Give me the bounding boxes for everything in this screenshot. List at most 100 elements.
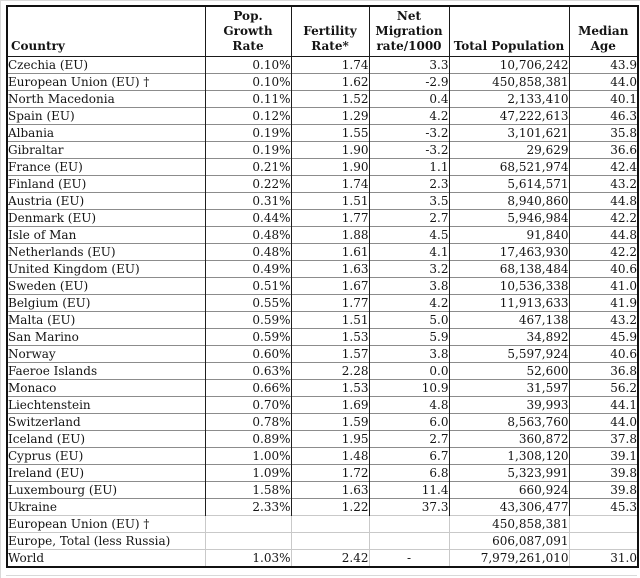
cell-country: Iceland (EU) <box>6 429 206 447</box>
table-row: Austria (EU) 0.31% 1.51 3.5 8,940,860 44… <box>6 191 639 209</box>
cell-median-age: 44.0 <box>568 412 639 430</box>
cell-country: Cyprus (EU) <box>6 446 206 464</box>
cell-net-migration: 37.3 <box>368 497 450 515</box>
cell-net-migration: 6.7 <box>368 446 450 464</box>
cell-total-population: 10,706,242 <box>448 55 570 73</box>
cell-net-migration: 0.0 <box>368 361 450 379</box>
cell-net-migration: 4.5 <box>368 225 450 243</box>
cell-net-migration: 10.9 <box>368 378 450 396</box>
cell-growth-rate: 1.58% <box>204 480 292 498</box>
cell-fertility-rate: 1.55 <box>290 123 370 141</box>
cell-fertility-rate: 1.95 <box>290 429 370 447</box>
table-row: France (EU) 0.21% 1.90 1.1 68,521,974 42… <box>6 157 639 175</box>
cell-total-population: 52,600 <box>448 361 570 379</box>
cell-net-migration: - <box>368 548 449 567</box>
cell-total-population: 467,138 <box>448 310 570 328</box>
cell-total-population: 47,222,613 <box>448 106 570 124</box>
cell-growth-rate: 0.44% <box>204 208 292 226</box>
cell-growth-rate: 0.51% <box>204 276 292 294</box>
table-row: Ukraine 2.33% 1.22 37.3 43,306,477 45.3 <box>6 497 639 515</box>
cell-median-age: 45.3 <box>568 497 639 515</box>
cell-median-age: 56.2 <box>568 378 639 396</box>
cell-net-migration: 3.5 <box>368 191 450 209</box>
table-row: San Marino 0.59% 1.53 5.9 34,892 45.9 <box>6 327 639 345</box>
cell-fertility-rate: 2.42 <box>290 548 369 567</box>
cell-fertility-rate: 1.77 <box>290 208 370 226</box>
cell-median-age: 36.8 <box>568 361 639 379</box>
col-header-country: Country <box>6 5 206 57</box>
cell-median-age: 43.9 <box>568 55 639 73</box>
cell-net-migration: 4.2 <box>368 293 450 311</box>
cell-net-migration: 2.7 <box>368 208 450 226</box>
cell-growth-rate: 0.22% <box>204 174 292 192</box>
cell-growth-rate: 1.03% <box>204 548 291 567</box>
country-rows-section: Czechia (EU) 0.10% 1.74 3.3 10,706,242 4… <box>6 55 639 515</box>
cell-growth-rate: 0.48% <box>204 242 292 260</box>
cell-fertility-rate: 1.59 <box>290 412 370 430</box>
cell-median-age: 35.8 <box>568 123 639 141</box>
cell-net-migration: 2.3 <box>368 174 450 192</box>
cell-median-age: 31.0 <box>568 548 638 567</box>
cell-total-population: 1,308,120 <box>448 446 570 464</box>
cell-total-population: 450,858,381 <box>448 72 570 90</box>
cell-fertility-rate: 1.48 <box>290 446 370 464</box>
cell-fertility-rate: 1.63 <box>290 480 370 498</box>
cell-growth-rate <box>204 514 291 532</box>
population-table: Country Pop. Growth Rate Fertility Rate*… <box>6 5 639 568</box>
cell-median-age: 40.6 <box>568 259 639 277</box>
cell-country: Finland (EU) <box>6 174 206 192</box>
cell-total-population: 68,521,974 <box>448 157 570 175</box>
cell-median-age: 39.8 <box>568 463 639 481</box>
cell-median-age: 42.2 <box>568 208 639 226</box>
cell-total-population: 10,536,338 <box>448 276 570 294</box>
cell-total-population: 2,133,410 <box>448 89 570 107</box>
table-row: European Union (EU) † 0.10% 1.62 -2.9 45… <box>6 72 639 90</box>
cell-median-age: 39.8 <box>568 480 639 498</box>
cell-median-age: 40.6 <box>568 344 639 362</box>
cell-total-population: 660,924 <box>448 480 570 498</box>
cell-median-age: 44.8 <box>568 225 639 243</box>
summary-row: European Union (EU) † 450,858,381 <box>6 514 638 532</box>
table-row: Isle of Man 0.48% 1.88 4.5 91,840 44.8 <box>6 225 639 243</box>
cell-country: Isle of Man <box>6 225 206 243</box>
cell-net-migration: 3.8 <box>368 276 450 294</box>
table-row: Monaco 0.66% 1.53 10.9 31,597 56.2 <box>6 378 639 396</box>
cell-fertility-rate: 1.53 <box>290 378 370 396</box>
cell-net-migration: 4.1 <box>368 242 450 260</box>
cell-median-age <box>568 514 638 532</box>
cell-net-migration <box>368 514 449 532</box>
cell-median-age <box>568 531 638 549</box>
gridline-left <box>0 0 1 578</box>
table-row: Czechia (EU) 0.10% 1.74 3.3 10,706,242 4… <box>6 55 639 73</box>
table-row: Norway 0.60% 1.57 3.8 5,597,924 40.6 <box>6 344 639 362</box>
cell-growth-rate <box>204 531 291 549</box>
cell-median-age: 42.2 <box>568 242 639 260</box>
table-row: Finland (EU) 0.22% 1.74 2.3 5,614,571 43… <box>6 174 639 192</box>
cell-median-age: 43.2 <box>568 174 639 192</box>
table-row: Ireland (EU) 1.09% 1.72 6.8 5,323,991 39… <box>6 463 639 481</box>
gridline-bottom <box>6 575 637 576</box>
table-row: Malta (EU) 0.59% 1.51 5.0 467,138 43.2 <box>6 310 639 328</box>
cell-growth-rate: 0.59% <box>204 327 292 345</box>
cell-country: Gibraltar <box>6 140 206 158</box>
cell-fertility-rate: 1.22 <box>290 497 370 515</box>
cell-total-population: 91,840 <box>448 225 570 243</box>
cell-net-migration: 4.8 <box>368 395 450 413</box>
cell-growth-rate: 0.89% <box>204 429 292 447</box>
table-row: Albania 0.19% 1.55 -3.2 3,101,621 35.8 <box>6 123 639 141</box>
cell-net-migration: 5.0 <box>368 310 450 328</box>
cell-total-population: 11,913,633 <box>448 293 570 311</box>
cell-fertility-rate <box>290 514 369 532</box>
cell-growth-rate: 0.59% <box>204 310 292 328</box>
header-row: Country Pop. Growth Rate Fertility Rate*… <box>6 5 639 57</box>
cell-total-population: 17,463,930 <box>448 242 570 260</box>
cell-total-population: 5,323,991 <box>448 463 570 481</box>
cell-growth-rate: 0.49% <box>204 259 292 277</box>
cell-median-age: 36.6 <box>568 140 639 158</box>
cell-country: Monaco <box>6 378 206 396</box>
cell-total-population: 34,892 <box>448 327 570 345</box>
cell-net-migration: 0.4 <box>368 89 450 107</box>
cell-fertility-rate: 1.53 <box>290 327 370 345</box>
cell-net-migration: 3.8 <box>368 344 450 362</box>
cell-country: World <box>6 548 205 567</box>
